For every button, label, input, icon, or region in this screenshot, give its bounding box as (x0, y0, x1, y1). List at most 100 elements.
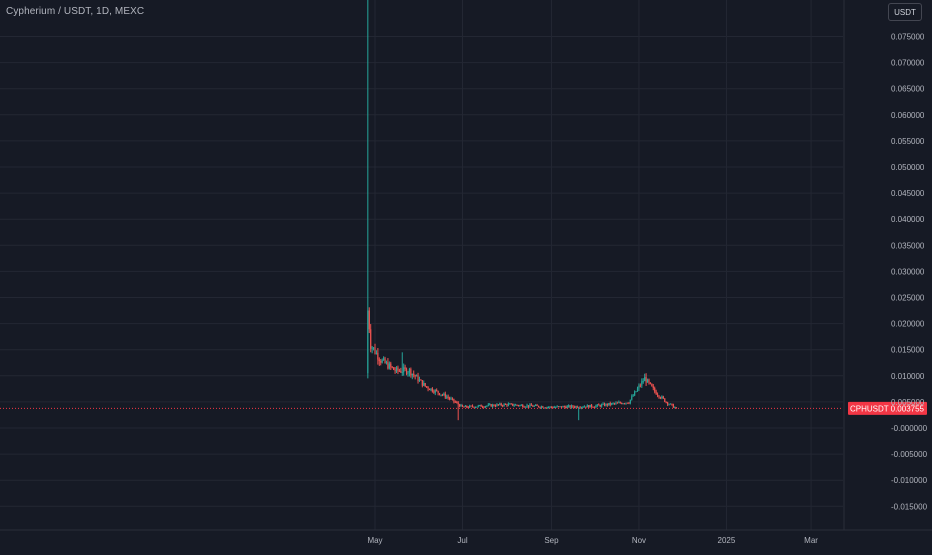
candle-body (391, 366, 393, 368)
candle-body (415, 375, 418, 377)
candle-body (408, 368, 411, 373)
last-price-value: 0.003755 (891, 404, 925, 413)
y-tick-label: 0.060000 (891, 111, 925, 120)
candle-body (438, 393, 441, 395)
candle-body (456, 402, 458, 404)
candle-body (641, 381, 643, 386)
candle-body (506, 404, 508, 406)
last-price-tag (848, 401, 927, 415)
candle-body (632, 395, 634, 397)
candle-body (619, 402, 621, 404)
candle-body (655, 391, 657, 395)
candle-body (645, 377, 647, 383)
candle-body (393, 367, 395, 370)
candle-body (443, 393, 445, 395)
x-tick-label: Mar (804, 536, 818, 545)
candle-body (494, 405, 497, 407)
candle-body (519, 405, 521, 407)
candle-body (454, 401, 456, 403)
candle-body (654, 388, 656, 392)
candle-body (374, 347, 376, 354)
candle-body (504, 403, 507, 405)
currency-unit-button[interactable]: USDT (888, 3, 922, 21)
candle-body (585, 406, 587, 408)
candle-body (602, 403, 604, 405)
candle-body (669, 403, 672, 405)
candle-body (622, 403, 624, 405)
candle-body (638, 385, 640, 389)
candle-body (431, 388, 433, 392)
candle-body (652, 386, 654, 389)
candle-body (573, 406, 575, 408)
candle-body (381, 359, 383, 363)
candle-body (668, 404, 670, 406)
y-tick-label: 0.040000 (891, 215, 925, 224)
candle-body (642, 381, 644, 383)
candle-body (368, 310, 370, 330)
candle-body (618, 402, 620, 404)
candle-body (609, 403, 611, 405)
candle-body (580, 407, 583, 409)
candle-body (532, 405, 534, 407)
candle-body (563, 406, 565, 408)
candle-body (448, 397, 451, 399)
candle-body (418, 379, 421, 382)
candle-body (536, 405, 538, 407)
y-tick-label: 0.055000 (891, 137, 925, 146)
candle-body (651, 383, 653, 387)
candle-body (675, 407, 677, 409)
candle-body (636, 388, 639, 392)
candle-body (371, 347, 373, 349)
candle-body (605, 403, 607, 406)
candle-body (546, 407, 548, 409)
candle-body (562, 406, 564, 408)
x-tick-label: Jul (457, 536, 467, 545)
candle-body (606, 403, 608, 406)
candle-body (553, 407, 555, 409)
candle-body (539, 407, 541, 409)
candle-body (497, 404, 499, 406)
candle-body (470, 405, 472, 407)
candle-body (596, 404, 598, 406)
candle-body (433, 391, 435, 393)
candle-body (639, 385, 641, 387)
y-tick-label: -0.000000 (891, 424, 928, 433)
candle-body (388, 363, 390, 369)
candle-body (490, 404, 492, 407)
candle-body (543, 407, 545, 409)
candle-body (463, 406, 465, 408)
candle-body (411, 373, 413, 376)
candle-body (593, 407, 596, 409)
candle-body (496, 404, 498, 407)
candle-body (615, 402, 617, 404)
y-tick-label: 0.020000 (891, 320, 925, 329)
price-overlay: CPHUSDT 0.003755 (0, 401, 927, 415)
candle-body (616, 402, 619, 404)
x-tick-label: 2025 (718, 536, 736, 545)
candle-body (394, 369, 396, 372)
candle-body (579, 407, 581, 409)
candle-body (446, 396, 448, 398)
candle-body (390, 363, 392, 367)
candle-body (457, 402, 459, 405)
candle-body (499, 403, 501, 405)
candle-body (397, 367, 399, 371)
candle-body (481, 406, 484, 408)
x-tick-label: May (367, 536, 382, 545)
candle-body (405, 368, 408, 374)
candle-body (598, 404, 600, 406)
candle-body (540, 406, 542, 408)
candle-body (487, 404, 489, 406)
candle-body (471, 405, 474, 407)
candle-body (378, 359, 380, 362)
grid (0, 0, 843, 530)
candle-body (595, 405, 597, 408)
candle-body (664, 398, 666, 402)
candle-body (403, 367, 405, 373)
candle-body (404, 367, 406, 369)
candle-body (589, 404, 591, 408)
candle-body (608, 403, 610, 406)
